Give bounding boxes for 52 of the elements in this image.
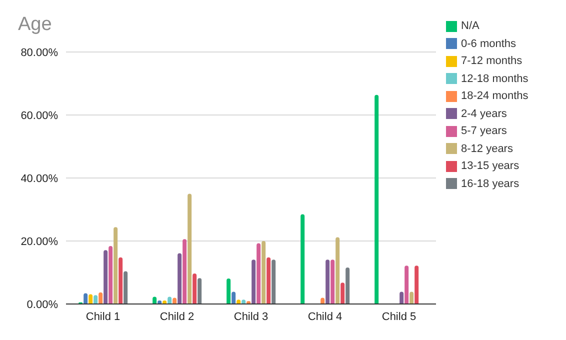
bar xyxy=(178,253,182,304)
x-tick-label: Child 1 xyxy=(86,310,120,323)
chart-title: Age xyxy=(18,14,52,36)
y-tick-label: 20.00% xyxy=(20,236,58,248)
legend-label: 5-7 years xyxy=(461,125,507,137)
x-tick-label: Child 4 xyxy=(308,310,342,323)
legend-label: N/A xyxy=(461,20,480,32)
bar xyxy=(410,292,414,304)
bar xyxy=(272,260,276,304)
bar xyxy=(232,292,236,304)
bar xyxy=(104,250,108,304)
legend-label: 8-12 years xyxy=(461,142,513,154)
bar xyxy=(374,94,379,304)
bar xyxy=(84,293,88,304)
bar xyxy=(188,194,192,304)
bar xyxy=(336,237,340,304)
bar xyxy=(124,271,128,304)
bar xyxy=(404,266,409,304)
bar xyxy=(198,278,202,304)
bar xyxy=(108,246,113,304)
x-tick-label: Child 3 xyxy=(234,310,268,323)
legend-label: 16-18 years xyxy=(461,178,520,190)
legend-label: 12-18 months xyxy=(461,72,528,84)
bar xyxy=(330,260,335,304)
y-tick-label: 60.00% xyxy=(20,110,58,122)
bar xyxy=(266,257,271,304)
legend-label: 13-15 years xyxy=(461,160,520,172)
bar xyxy=(192,273,197,304)
legend-label: 0-6 months xyxy=(461,38,516,50)
bar xyxy=(114,227,118,304)
bar xyxy=(400,292,404,304)
bar xyxy=(262,241,266,304)
legend-label: 18-24 months xyxy=(461,90,528,102)
bar xyxy=(346,267,350,304)
bar xyxy=(300,214,305,304)
bar xyxy=(340,282,345,304)
legend-label: 7-12 months xyxy=(461,55,522,67)
bar xyxy=(326,260,330,304)
x-tick-label: Child 2 xyxy=(160,310,194,323)
bar xyxy=(256,243,261,304)
legend-label: 2-4 years xyxy=(461,108,507,120)
x-tick-label: Child 5 xyxy=(382,310,416,323)
bar xyxy=(226,278,231,304)
bar xyxy=(182,239,187,304)
y-tick-label: 0.00% xyxy=(26,298,58,311)
bar xyxy=(118,257,123,304)
y-tick-label: 40.00% xyxy=(20,172,58,185)
bar xyxy=(414,266,419,304)
y-tick-label: 80.00% xyxy=(20,46,58,59)
bar xyxy=(88,294,93,304)
bar xyxy=(98,292,103,304)
bar xyxy=(252,260,256,304)
